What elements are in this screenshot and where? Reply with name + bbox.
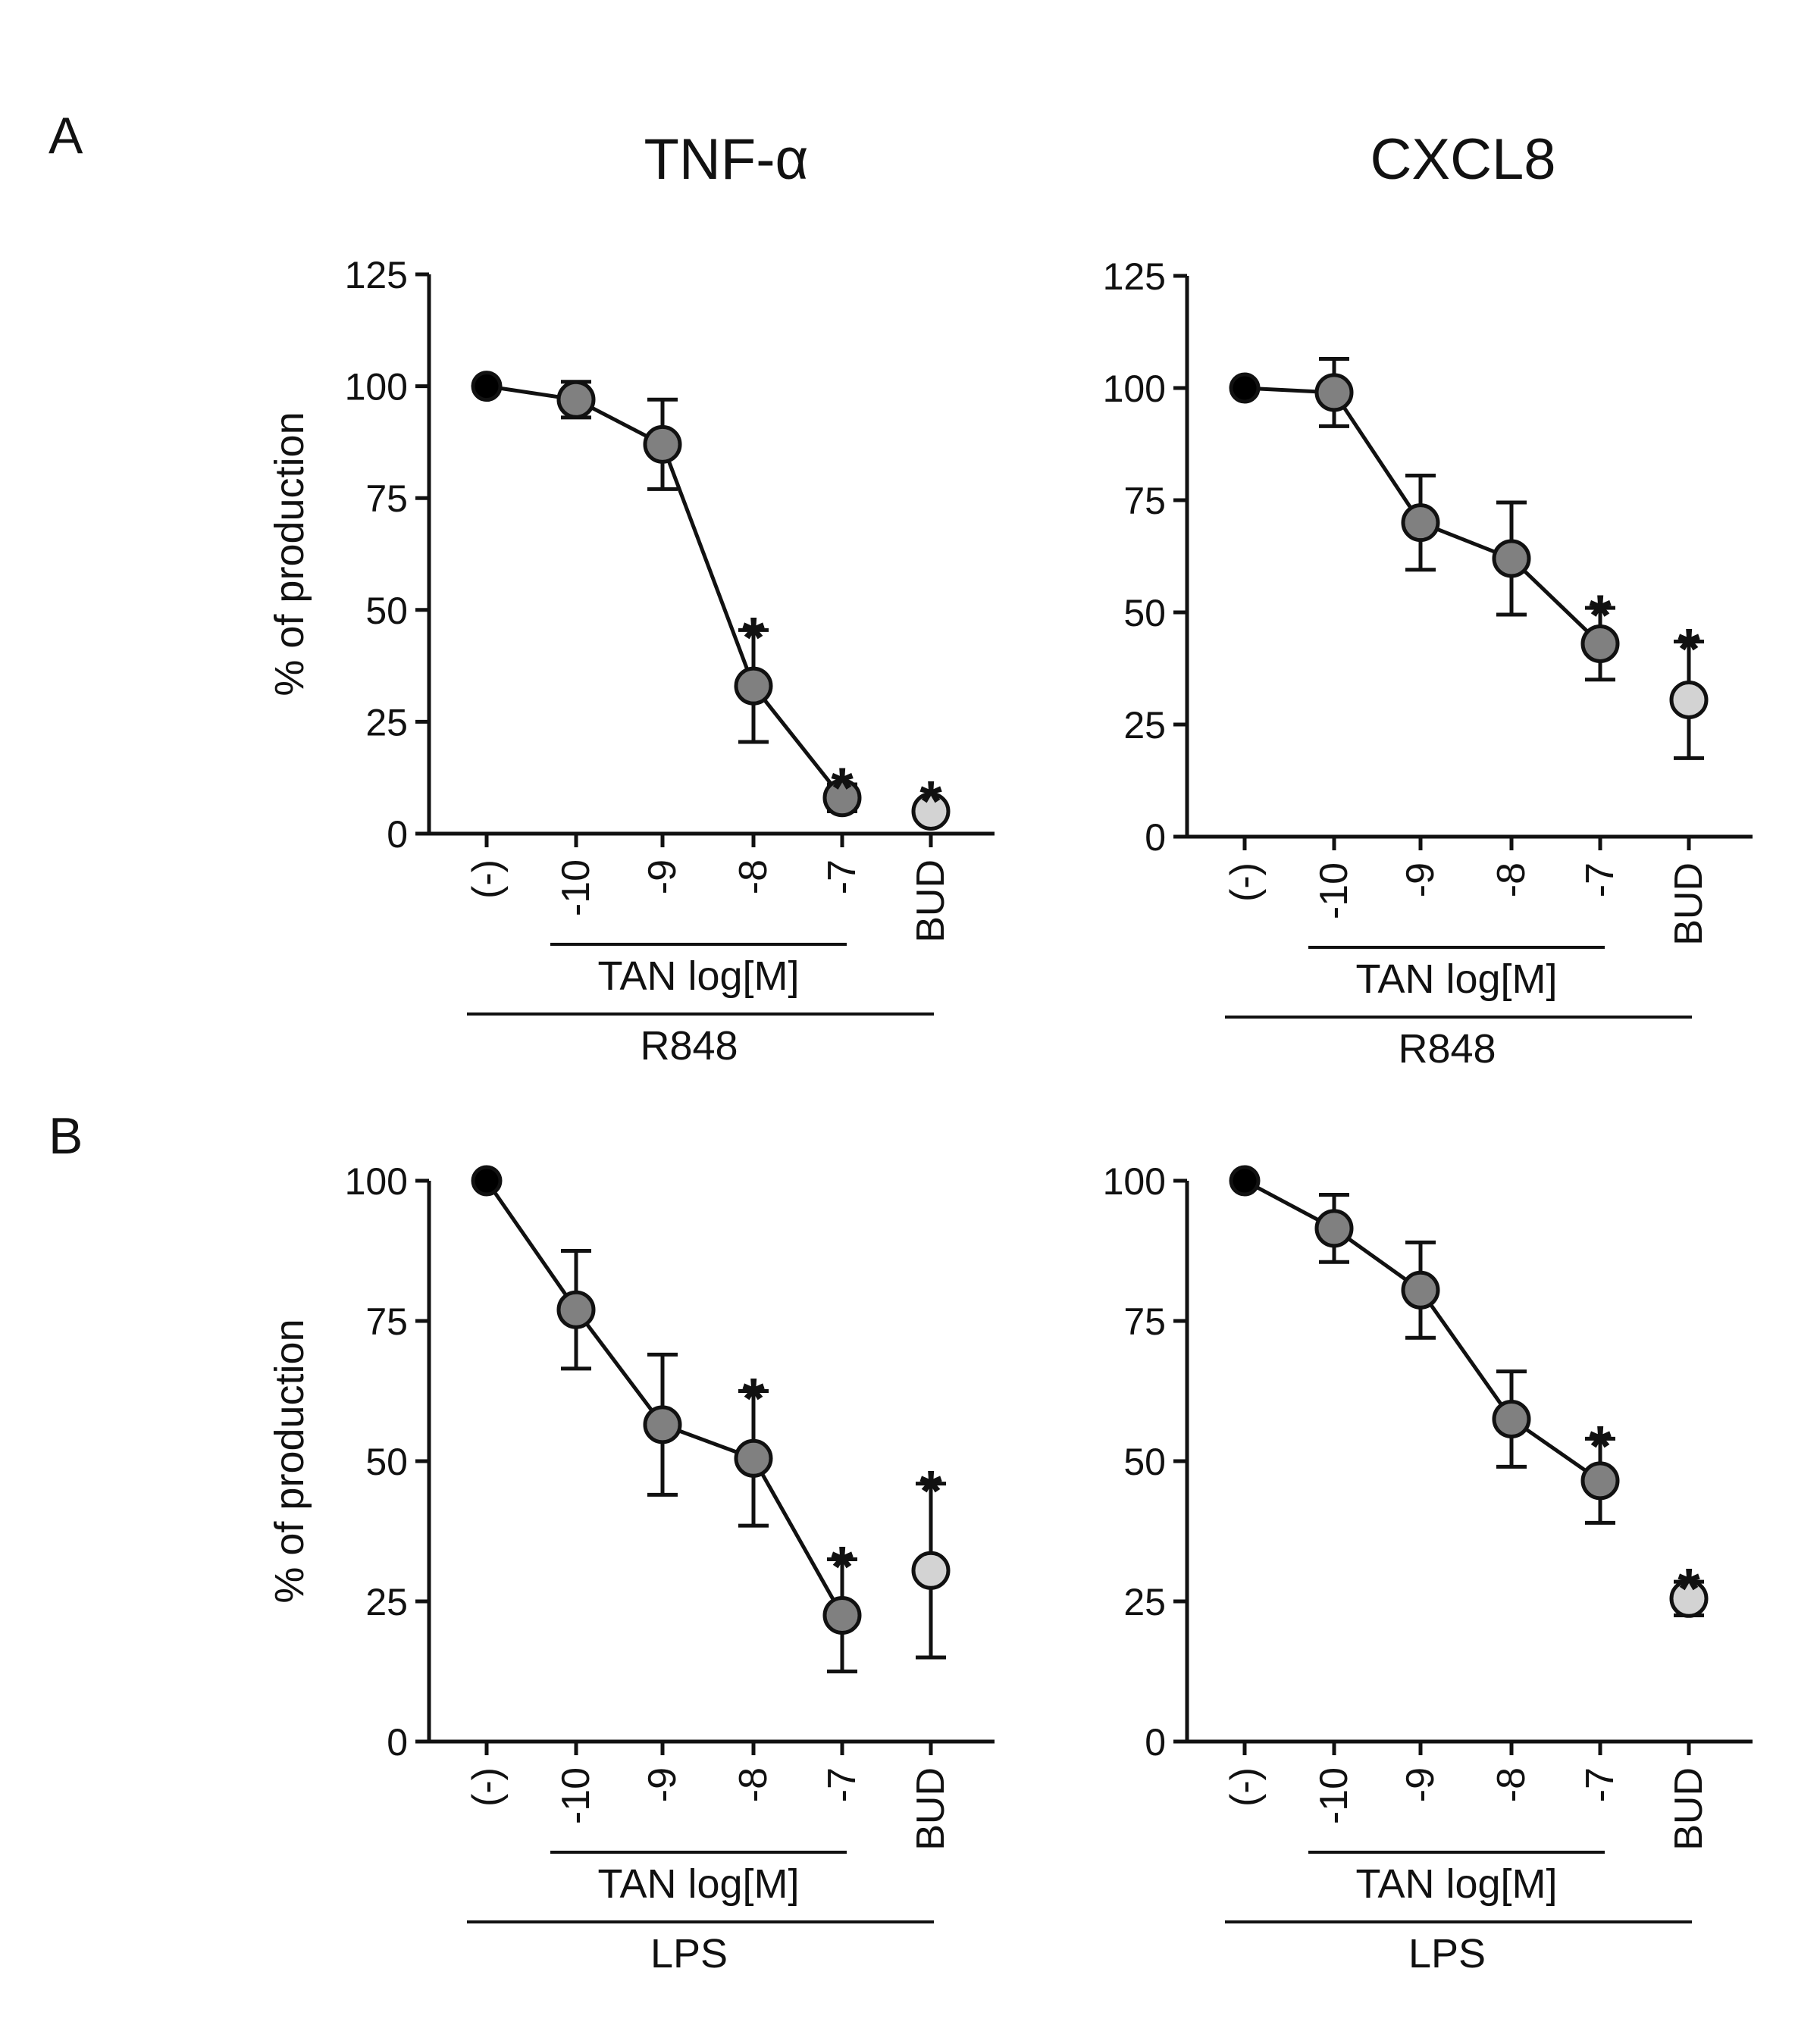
y-tick-label: 100 [345, 366, 408, 408]
x-tick-label: -7 [820, 1767, 864, 1802]
x-tick-label: -9 [1399, 1767, 1443, 1802]
x-tick-label: -9 [641, 859, 684, 894]
y-tick-label: 75 [365, 1300, 408, 1343]
control-point [471, 371, 503, 402]
y-tick-label: 25 [365, 701, 408, 743]
y-tick-label: 0 [387, 1721, 408, 1764]
significance-asterisk: * [919, 769, 942, 834]
y-tick-label: 0 [1145, 1721, 1166, 1764]
tan-point [1580, 624, 1620, 663]
bud-point [911, 791, 951, 831]
tan-point [1401, 1270, 1440, 1310]
chart-b-cxcl8: 0 25 50 75 100 (-) -10 -9 -8 -7 BUD TAN log[M] LPS * * [1103, 1160, 1753, 1976]
tan-bracket-label: TAN log[M] [1355, 956, 1557, 1002]
x-tick-label: -8 [1490, 862, 1533, 897]
chart-b-tnf: 0 25 50 75 100 % of production (-) -10 -9 -8 -7 BUD… [267, 1160, 995, 1976]
tan-point [1314, 373, 1354, 412]
tan-bracket-label: TAN log[M] [1355, 1861, 1557, 1907]
y-tick-label: 0 [1145, 816, 1166, 859]
y-tick-label: 125 [345, 254, 408, 296]
significance-asterisk: * [831, 756, 854, 821]
tan-point [1314, 1209, 1354, 1248]
x-tick-label: (-) [465, 1767, 509, 1807]
x-tick-label: (-) [1223, 862, 1267, 902]
y-tick-label: 50 [365, 1441, 408, 1483]
x-tick-label: -9 [1399, 862, 1443, 897]
stimulus-label: R848 [640, 1023, 738, 1069]
tan-point [734, 1438, 773, 1478]
tan-point [822, 778, 862, 818]
x-tick-label: -8 [731, 859, 775, 894]
stimulus-label: LPS [650, 1931, 728, 1976]
y-tick-label: 100 [1103, 368, 1166, 410]
bud-point [1669, 1579, 1709, 1618]
y-tick-label: 75 [1123, 480, 1166, 522]
y-tick-label: 100 [345, 1160, 408, 1203]
x-tick-label: -10 [1312, 1767, 1356, 1824]
tan-point [643, 424, 682, 464]
x-tick-label: (-) [465, 859, 509, 899]
panel-letter-a: A [49, 107, 83, 164]
control-point [1229, 1165, 1261, 1197]
x-tick-label: -7 [1578, 1767, 1622, 1802]
x-tick-label: -8 [1490, 1767, 1533, 1802]
x-tick-label: -9 [641, 1767, 684, 1802]
significance-asterisk: * [919, 1460, 942, 1524]
significance-asterisk: * [742, 606, 765, 670]
y-axis-label: % of production [267, 1319, 312, 1603]
chart-a-cxcl8: 0 25 50 75 100 125 (-) -10 -9 -8 -7 BUD TAN log[M] R8… [1103, 255, 1753, 1072]
tan-bracket-label: TAN log[M] [597, 1861, 799, 1907]
x-tick-label: -8 [731, 1767, 775, 1802]
significance-asterisk: * [742, 1367, 765, 1432]
y-tick-label: 75 [1123, 1300, 1166, 1343]
y-tick-label: 25 [1123, 1581, 1166, 1623]
y-tick-label: 100 [1103, 1160, 1166, 1203]
x-tick-label: BUD [1667, 862, 1711, 946]
y-tick-label: 75 [365, 477, 408, 520]
x-tick-label: -10 [554, 859, 598, 916]
tan-point [1492, 539, 1531, 578]
control-point [1229, 372, 1261, 404]
x-tick-label: -10 [1312, 862, 1356, 919]
tan-point [1580, 1461, 1620, 1501]
tan-point [556, 1290, 596, 1329]
tan-point [643, 1405, 682, 1444]
tan-point [822, 1596, 862, 1635]
tan-point [1401, 503, 1440, 543]
significance-asterisk: * [1677, 1557, 1700, 1621]
tan-point [556, 380, 596, 419]
y-axis-label: % of production [267, 412, 312, 696]
x-tick-label: -10 [554, 1767, 598, 1824]
y-tick-label: 25 [1123, 704, 1166, 746]
significance-asterisk: * [831, 1535, 854, 1600]
significance-asterisk: * [1677, 617, 1700, 681]
tan-point [734, 666, 773, 706]
tan-bracket-label: TAN log[M] [597, 953, 799, 999]
y-tick-label: 50 [365, 590, 408, 632]
y-tick-label: 125 [1103, 255, 1166, 298]
tan-point [1492, 1400, 1531, 1438]
bud-point [911, 1551, 951, 1590]
y-tick-label: 25 [365, 1581, 408, 1623]
column-title-cxcl8: CXCL8 [1370, 127, 1556, 192]
y-tick-label: 50 [1123, 592, 1166, 634]
stimulus-label: R848 [1398, 1026, 1496, 1072]
chart-a-tnf: 0 25 50 75 100 125 % of production (-) -10 -9 -8 -7… [267, 254, 995, 1069]
x-tick-label: BUD [1667, 1767, 1711, 1851]
x-tick-label: BUD [909, 1767, 953, 1851]
significance-asterisk: * [1589, 1414, 1612, 1479]
x-tick-label: -7 [1578, 862, 1622, 897]
y-tick-label: 50 [1123, 1441, 1166, 1483]
y-tick-label: 0 [387, 813, 408, 856]
control-point [471, 1165, 503, 1197]
x-tick-label: BUD [909, 859, 953, 943]
column-title-tnf: TNF-α [644, 127, 809, 192]
x-tick-label: (-) [1223, 1767, 1267, 1807]
stimulus-label: LPS [1408, 1931, 1486, 1976]
x-tick-label: -7 [820, 859, 864, 894]
panel-letter-b: B [49, 1107, 83, 1165]
bud-point [1669, 680, 1709, 719]
significance-asterisk: * [1589, 584, 1612, 648]
